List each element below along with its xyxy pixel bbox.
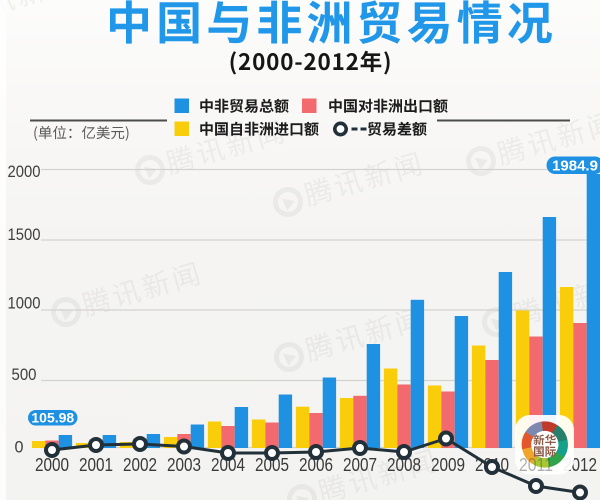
svg-text:2002: 2002: [123, 455, 157, 475]
svg-text:1984.9: 1984.9: [552, 158, 598, 175]
svg-text:2007: 2007: [343, 455, 377, 475]
svg-text:105.98: 105.98: [31, 409, 74, 425]
svg-text:2004: 2004: [211, 455, 245, 475]
svg-text:2006: 2006: [299, 455, 333, 475]
svg-text:1000: 1000: [8, 294, 41, 313]
svg-text:2005: 2005: [255, 455, 289, 475]
svg-text:2009: 2009: [431, 455, 465, 475]
svg-text:2001: 2001: [79, 455, 113, 475]
svg-text:2000: 2000: [35, 455, 69, 475]
svg-text:1500: 1500: [8, 225, 41, 244]
svg-text:2000: 2000: [8, 162, 41, 181]
svg-text:0: 0: [15, 438, 24, 457]
svg-text:500: 500: [12, 365, 37, 384]
svg-text:2011: 2011: [519, 455, 553, 475]
svg-text:2008: 2008: [387, 455, 421, 475]
svg-text:2003: 2003: [167, 455, 201, 475]
